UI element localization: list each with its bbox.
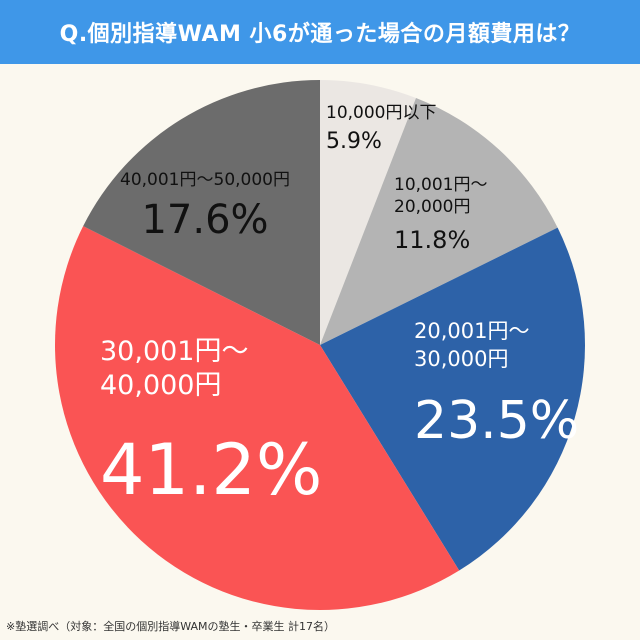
slice-5-percent: 17.6% [141,197,268,243]
pie-slice-4 [54,226,460,610]
pie-slice-2 [320,98,558,345]
slice-1-percent: 5.9% [326,129,382,154]
slice-1-label-line-1: 10,000円以下 [326,103,436,123]
pie-slice-1 [320,80,417,345]
title-bar: Q.個別指導WAM 小6が通った場合の月額費用は？ [0,0,640,64]
slice-4-label-line-1: 30,001円～ [100,336,248,367]
slice-4-label-line-2: 40,000円 [100,370,221,401]
slice-2-label-line-1: 10,001円～ [394,175,487,195]
slice-3-percent: 23.5% [414,391,579,451]
slice-2-percent: 11.8% [394,226,470,254]
chart-title: Q.個別指導WAM 小6が通った場合の月額費用は？ [59,22,581,47]
slice-5-label-line-1: 40,001円～50,000円 [120,170,290,190]
slice-2-label-line-2: 20,000円 [394,197,470,217]
pie-slice-5 [83,80,320,345]
slice-4-percent: 41.2% [100,429,322,511]
pie-slice-3 [320,227,585,571]
footnote: ※塾選調べ（対象：全国の個別指導WAMの塾生・卒業生 計17名） [6,620,335,633]
slice-3-label-line-1: 20,001円～ [414,319,529,343]
slice-3-label-line-2: 30,000円 [414,347,508,371]
